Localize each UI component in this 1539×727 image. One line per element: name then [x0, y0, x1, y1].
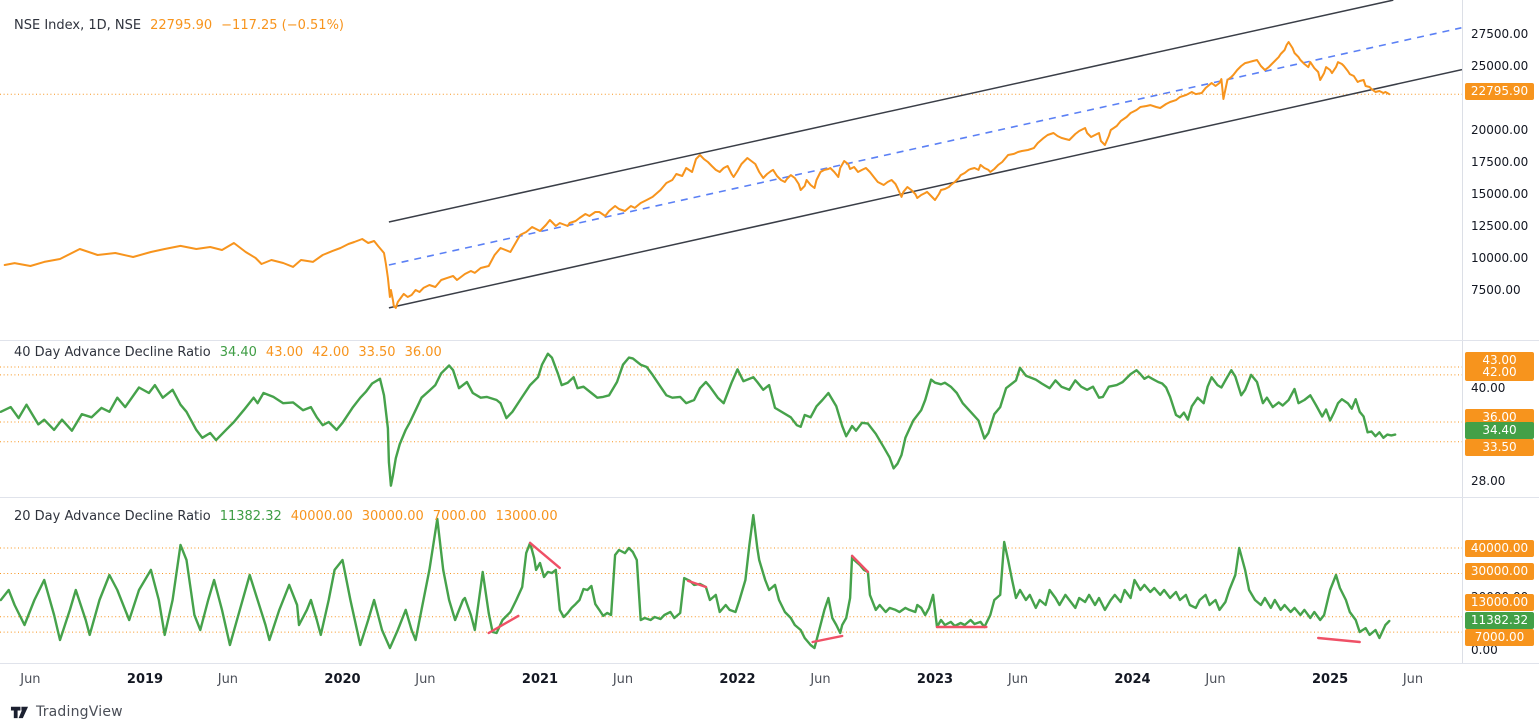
pane2-level-value: 42.00 — [312, 345, 350, 360]
time-axis-label: 2021 — [521, 672, 559, 687]
price-axis-label: 40.00 — [1471, 381, 1506, 396]
pane-separator[interactable] — [0, 340, 1539, 341]
time-axis-label: Jun — [415, 672, 436, 687]
price-axis-label: 15000.00 — [1471, 186, 1529, 201]
price-axis-label: 13000.00 — [1465, 594, 1534, 612]
time-axis-label: Jun — [1402, 672, 1424, 687]
red-annotation-segment[interactable] — [528, 541, 561, 570]
price-axis-label: 10000.00 — [1471, 250, 1529, 265]
red-annotation-segment[interactable] — [850, 554, 870, 574]
time-axis-label: 2019 — [126, 672, 164, 687]
price-axis-label: 28.00 — [1471, 474, 1506, 489]
time-axis-label: Jun — [810, 672, 831, 687]
pane-separator[interactable] — [0, 497, 1539, 498]
pane3-level-value: 30000.00 — [361, 509, 424, 524]
price-axis-label: 43.00 — [1465, 351, 1534, 369]
price-series[interactable] — [3, 41, 1391, 309]
footer-bar: TradingView — [0, 696, 1539, 727]
time-axis-label: Jun — [1007, 672, 1029, 687]
channel-trendline[interactable] — [388, 68, 1462, 309]
time-axis-label: Jun — [1205, 672, 1226, 687]
pane3-legend: 20 Day Advance Decline Ratio 11382.32 40… — [14, 509, 558, 524]
time-axis-label: Jun — [20, 672, 41, 687]
pane1-last-price: 22795.90 — [150, 18, 213, 33]
pane3-level-value: 13000.00 — [495, 509, 558, 524]
price-axis-label: 27500.00 — [1471, 26, 1529, 41]
pane2-indicator-title[interactable]: 40 Day Advance Decline Ratio — [14, 345, 211, 360]
time-axis-label: 2020 — [324, 672, 361, 687]
time-axis-label: 2023 — [916, 672, 954, 687]
pane2-legend: 40 Day Advance Decline Ratio 34.40 43.00… — [14, 345, 442, 360]
pane2-level-value: 33.50 — [358, 345, 396, 360]
red-annotation-segment[interactable] — [811, 634, 844, 644]
price-axis-label: 40000.00 — [1465, 539, 1534, 557]
pane2-level-value: 36.00 — [404, 345, 442, 360]
price-axis[interactable]: 27500.00 25000.00 22795.90 20000.00 17500.00… — [1462, 0, 1539, 695]
channel-trendline[interactable] — [388, 0, 1394, 223]
red-annotation-segment[interactable] — [1316, 636, 1361, 644]
price-axis-label: 17500.00 — [1471, 154, 1529, 169]
pane1-change: −117.25 (−0.51%) — [221, 18, 345, 33]
price-axis-label: 7000.00 — [1465, 628, 1534, 646]
time-axis-label: Jun — [612, 672, 634, 687]
pane1-legend: NSE Index, 1D, NSE 22795.90 −117.25 (−0.… — [14, 18, 344, 33]
price-axis-label: 34.40 — [1465, 422, 1534, 440]
time-axis[interactable]: Jun 2019 Jun 2020 Jun 2021 Jun 2022 Jun 2023 Jun 20… — [0, 663, 1539, 697]
price-axis-label: 30000.00 — [1465, 563, 1534, 580]
pane1-symbol-title[interactable]: NSE Index, 1D, NSE — [14, 18, 142, 33]
time-axis-label: 2024 — [1114, 672, 1151, 687]
red-annotation-segment[interactable] — [487, 614, 520, 635]
price-axis-label: 36.00 — [1465, 408, 1534, 426]
price-axis-label: 22795.90 — [1465, 82, 1534, 100]
chart-plot-area[interactable] — [0, 0, 1462, 663]
price-axis-label: 20000.00 — [1471, 122, 1529, 137]
time-axis-label: 2025 — [1312, 672, 1349, 687]
price-axis-label: 25000.00 — [1471, 58, 1529, 73]
price-axis-label: 7500.00 — [1471, 282, 1521, 297]
pane3-current-value: 11382.32 — [219, 509, 282, 524]
adr20-series[interactable] — [0, 513, 1391, 650]
tradingview-logo-icon[interactable] — [10, 702, 29, 721]
price-axis-label: 42.00 — [1465, 364, 1534, 382]
pane3-level-value: 40000.00 — [290, 509, 353, 524]
price-axis-label: 0.00 — [1471, 642, 1498, 657]
price-axis-label: 11382.32 — [1465, 611, 1534, 629]
pane3-level-value: 7000.00 — [432, 509, 487, 524]
price-axis-label: 33.50 — [1465, 439, 1534, 457]
dashed-trendline[interactable] — [388, 27, 1462, 266]
time-axis-label: Jun — [217, 672, 239, 687]
time-axis-label: 2022 — [719, 672, 756, 687]
price-axis-label: 12500.00 — [1471, 218, 1529, 233]
adr40-series[interactable] — [0, 352, 1397, 487]
tradingview-brand[interactable]: TradingView — [36, 703, 123, 720]
pane2-level-value: 43.00 — [265, 345, 304, 360]
pane3-indicator-title[interactable]: 20 Day Advance Decline Ratio — [14, 509, 211, 524]
red-annotation-segment[interactable] — [686, 579, 708, 589]
pane2-current-value: 34.40 — [219, 345, 257, 360]
